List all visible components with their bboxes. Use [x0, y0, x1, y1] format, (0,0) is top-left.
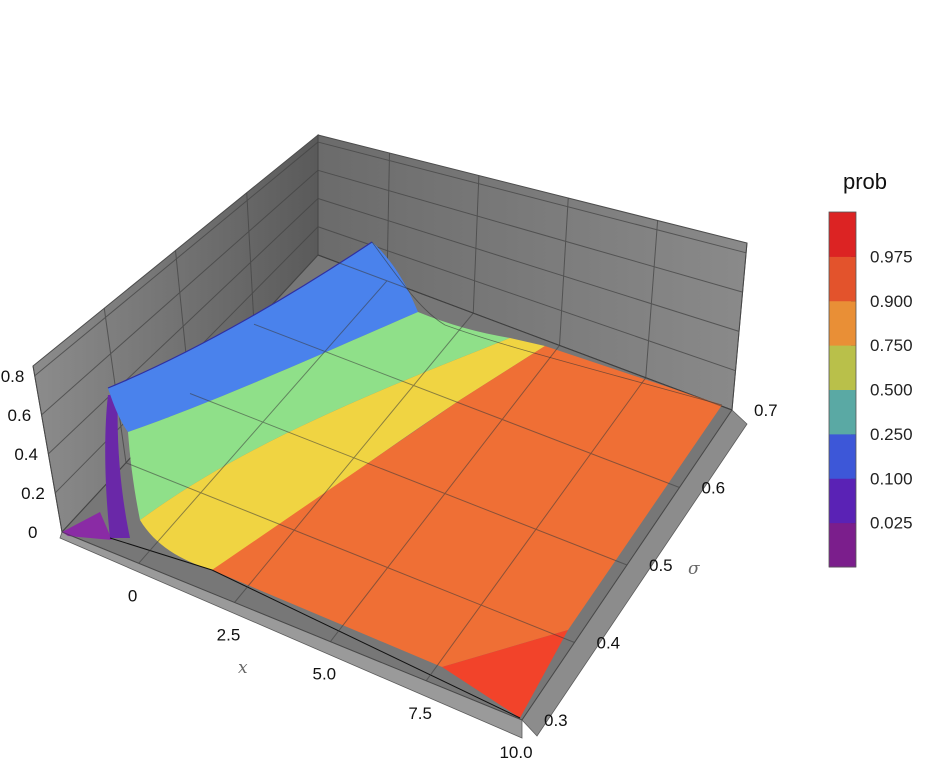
back-wall-gridline-z: [317, 141, 747, 254]
colorbar-label: 0.975: [870, 247, 913, 266]
floor-gridlines: [61, 254, 733, 721]
x-tick-label: 2.5: [217, 626, 241, 645]
z-tick-label: 0.6: [8, 406, 32, 425]
z-axis-ticks: 0 0.2 0.4 0.6 0.8: [1, 367, 45, 542]
floor-gridline-y: [189, 393, 628, 566]
back-wall-gridline-x: [645, 220, 659, 378]
y-tick-label: 0.7: [754, 401, 778, 420]
colorbar-label: 0.100: [870, 469, 913, 488]
colorbar: prob 0.025 0.100 0.250 0.500 0.750 0.900 0.975: [828, 169, 913, 568]
colorbar-label: 0.250: [870, 425, 913, 444]
back-wall-gridline-z: [317, 226, 736, 372]
surface-band-green: [128, 312, 510, 520]
y-axis-ticks: 0.3 0.4 0.5 0.6 0.7: [544, 401, 778, 730]
back-wall-gridline-x: [731, 242, 748, 411]
x-tick-label: 7.5: [408, 704, 432, 723]
colorbar-label: 0.500: [870, 381, 913, 400]
x-axis-ticks: 0 2.5 5.0 7.5 10.0: [128, 586, 533, 762]
y-tick-label: 0.4: [597, 634, 621, 653]
z-tick-label: 0.8: [1, 367, 25, 386]
z-tick-label: 0: [28, 523, 37, 542]
colorbar-swatch: [829, 522, 856, 568]
colorbar-swatch: [829, 389, 856, 435]
surface-band-red: [442, 630, 568, 718]
colorbar-bands: [828, 211, 857, 568]
floor-gridline-y: [317, 254, 733, 411]
left-wall-gridline-z: [34, 141, 319, 377]
colorbar-title: prob: [843, 169, 887, 194]
colorbar-label: 0.900: [870, 292, 913, 311]
colorbar-label: 0.750: [870, 336, 913, 355]
colorbar-swatch: [829, 478, 856, 524]
surface-band-blue: [108, 242, 418, 432]
colorbar-swatch: [829, 433, 856, 479]
surface-crest: [107, 241, 373, 389]
colorbar-swatch: [829, 300, 856, 346]
surface-fade: [371, 241, 723, 406]
z-tick-label: 0.4: [14, 445, 38, 464]
surface-band-yellow: [140, 338, 545, 570]
colorbar-swatch: [829, 212, 856, 257]
y-tick-label: 0.5: [649, 556, 673, 575]
left-wall-gridline-z: [41, 169, 319, 416]
x-tick-label: 5.0: [313, 665, 337, 684]
x-tick-label: 0: [128, 586, 137, 605]
colorbar-swatch: [829, 256, 856, 302]
floor-gridline-y: [125, 462, 575, 643]
colorbar-labels: 0.025 0.100 0.250 0.500 0.750 0.900 0.975: [870, 247, 913, 532]
y-tick-label: 0.6: [702, 479, 726, 498]
floor-gridline-y: [61, 531, 523, 721]
y-tick-label: 0.3: [544, 711, 568, 730]
back-wall-gridline-z: [317, 198, 740, 332]
x-tick-label: 10.0: [499, 743, 532, 762]
back-wall-gridline-x: [559, 197, 569, 346]
back-wall-gridline-z: [317, 169, 743, 293]
surface: [62, 241, 723, 719]
colorbar-swatch: [829, 345, 856, 390]
z-tick-label: 0.2: [21, 484, 45, 503]
colorbar-frame: [828, 211, 857, 568]
left-wall-gridline-y: [246, 192, 255, 325]
y-axis-title: σ: [688, 559, 700, 579]
x-axis-title: x: [238, 658, 248, 678]
surface-band-orange: [212, 346, 722, 667]
floor-gridline-y: [253, 323, 680, 488]
left-wall-gridline-z: [48, 198, 319, 455]
back-wall-gridline-x: [472, 175, 480, 314]
surface-band-purple-base: [62, 512, 112, 540]
left-wall-gridline-y: [32, 365, 63, 533]
surface-band-purple-peak: [105, 395, 130, 538]
colorbar-label: 0.025: [870, 514, 913, 533]
surface-outline: [109, 537, 521, 719]
